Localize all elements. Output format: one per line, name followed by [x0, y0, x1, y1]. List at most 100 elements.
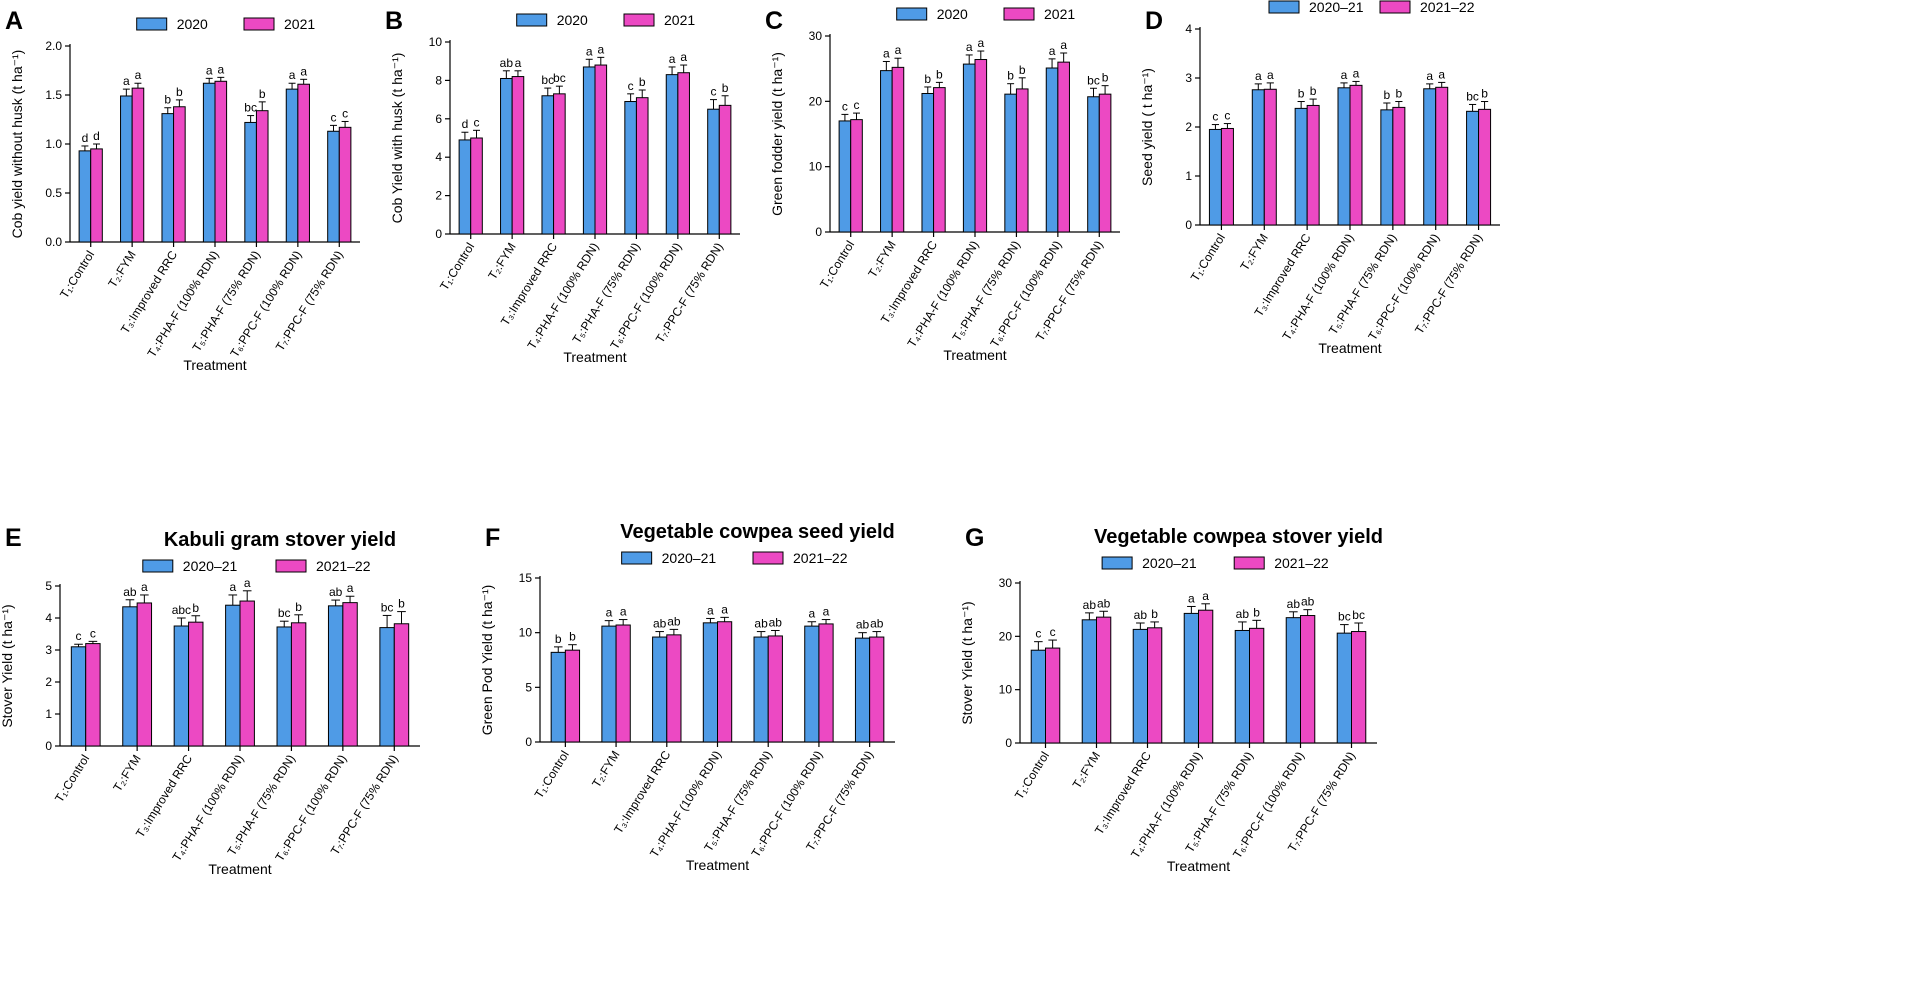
y-tick-label: 2 — [435, 189, 442, 203]
panel-letter: A — [5, 7, 23, 35]
bar — [615, 624, 631, 743]
x-tick-label: T₃:Improved RRC — [611, 748, 673, 836]
significance-letter: a — [883, 46, 890, 60]
bar — [122, 606, 138, 747]
bar — [767, 635, 783, 743]
bar — [1198, 609, 1214, 744]
x-tick-label: T₂:FYM — [589, 748, 622, 790]
significance-letter: b — [1019, 63, 1026, 77]
bar — [379, 627, 395, 747]
significance-letter: ab — [870, 617, 884, 631]
bar — [1336, 632, 1353, 744]
significance-letter: c — [854, 98, 860, 112]
significance-letter: a — [244, 576, 251, 590]
bar — [1435, 86, 1449, 226]
significance-letter: ab — [856, 618, 870, 632]
y-tick-label: 4 — [435, 150, 442, 164]
bar — [1220, 127, 1234, 226]
bar — [838, 120, 852, 233]
legend-label: 2021 — [284, 16, 315, 32]
legend-swatch — [142, 559, 174, 573]
bar — [891, 66, 905, 233]
y-tick-label: 20 — [999, 629, 1013, 643]
significance-letter: ab — [123, 585, 137, 599]
bar — [1294, 107, 1308, 226]
y-tick-label: 10 — [429, 35, 443, 49]
significance-letter: a — [966, 40, 973, 54]
significance-letter: c — [842, 99, 848, 113]
x-tick-label: T₃:Improved RRC — [133, 752, 195, 840]
significance-letter: a — [707, 603, 714, 617]
y-tick-label: 0 — [815, 225, 822, 239]
bar — [131, 87, 145, 243]
bar — [1015, 88, 1029, 233]
bar — [974, 59, 988, 233]
significance-letter: b — [555, 632, 562, 646]
panel-f-vegetable-cowpea-seed-yield: F Vegetable cowpea seed yield 2020–21 2021–… — [479, 510, 960, 990]
significance-letter: ab — [1097, 596, 1111, 610]
significance-letter: a — [1188, 591, 1195, 605]
bar — [652, 636, 668, 743]
bar — [1147, 627, 1163, 744]
significance-letter: a — [620, 605, 627, 619]
bar — [921, 92, 935, 233]
y-tick-label: 4 — [1185, 22, 1192, 36]
y-axis-label: Stover Yield (t ha⁻¹) — [959, 601, 975, 724]
chart-F-svg: F Vegetable cowpea seed yield 2020–21 2021–… — [479, 521, 895, 873]
panel-letter: B — [385, 7, 403, 35]
bar — [120, 95, 133, 243]
legend-swatch — [1233, 556, 1265, 570]
bar — [470, 137, 483, 235]
y-tick-label: 3 — [1185, 71, 1192, 85]
legend-label: 2021 — [664, 12, 695, 28]
y-tick-label: 2 — [1185, 120, 1192, 134]
bar — [702, 622, 719, 743]
bar — [1057, 61, 1070, 233]
significance-letter: ab — [1287, 597, 1301, 611]
bar — [1351, 631, 1367, 744]
legend-swatch — [1101, 556, 1133, 570]
significance-letter: ab — [329, 585, 343, 599]
significance-letter: a — [289, 68, 296, 82]
chart-C-svg: C 2020 2021 0 10 20 30 Green fodder yield (t ha… — [765, 6, 1120, 363]
significance-letter: b — [1151, 607, 1158, 621]
significance-letter: c — [1035, 627, 1041, 641]
x-tick-label: T₁:Control — [817, 238, 857, 291]
panel-g-vegetable-cowpea-stover-yield: G Vegetable cowpea stover yield 2020–21 202… — [959, 510, 1440, 990]
significance-letter: a — [1426, 69, 1433, 83]
x-tick-label: T₂:FYM — [1070, 749, 1103, 791]
significance-letter: b — [722, 81, 729, 95]
significance-letter: c — [1212, 110, 1218, 124]
significance-letter: a — [1267, 68, 1274, 82]
significance-letter: a — [823, 605, 830, 619]
panel-letter: G — [965, 524, 984, 552]
significance-letter: a — [123, 74, 130, 88]
bar — [1380, 109, 1394, 226]
bar — [285, 88, 299, 243]
significance-letter: c — [474, 115, 480, 129]
bar — [1096, 616, 1112, 744]
bar — [500, 77, 513, 235]
bar — [933, 87, 946, 233]
significance-letter: b — [1298, 87, 1305, 101]
significance-letter: bc — [278, 606, 291, 620]
y-tick-label: 10 — [809, 160, 823, 174]
x-axis-label: Treatment — [1167, 858, 1230, 874]
panel-b-cob-yield-with-husk: B 2020 2021 0 2 4 6 8 10 Cob Yield with husk (t h… — [380, 0, 760, 380]
bar — [239, 600, 255, 747]
bar — [458, 139, 472, 235]
y-tick-label: 20 — [809, 94, 823, 108]
chart-title: Vegetable cowpea seed yield — [620, 521, 895, 543]
bar — [718, 104, 732, 235]
bar — [1478, 108, 1492, 226]
significance-letter: ab — [1083, 598, 1097, 612]
bar — [850, 119, 863, 233]
significance-letter: a — [135, 68, 142, 82]
significance-letter: c — [90, 626, 96, 640]
legend-label: 2020 — [937, 6, 968, 22]
significance-letter: ab — [653, 617, 667, 631]
significance-letter: b — [295, 600, 302, 614]
bar — [550, 651, 566, 743]
significance-letter: c — [628, 79, 634, 93]
